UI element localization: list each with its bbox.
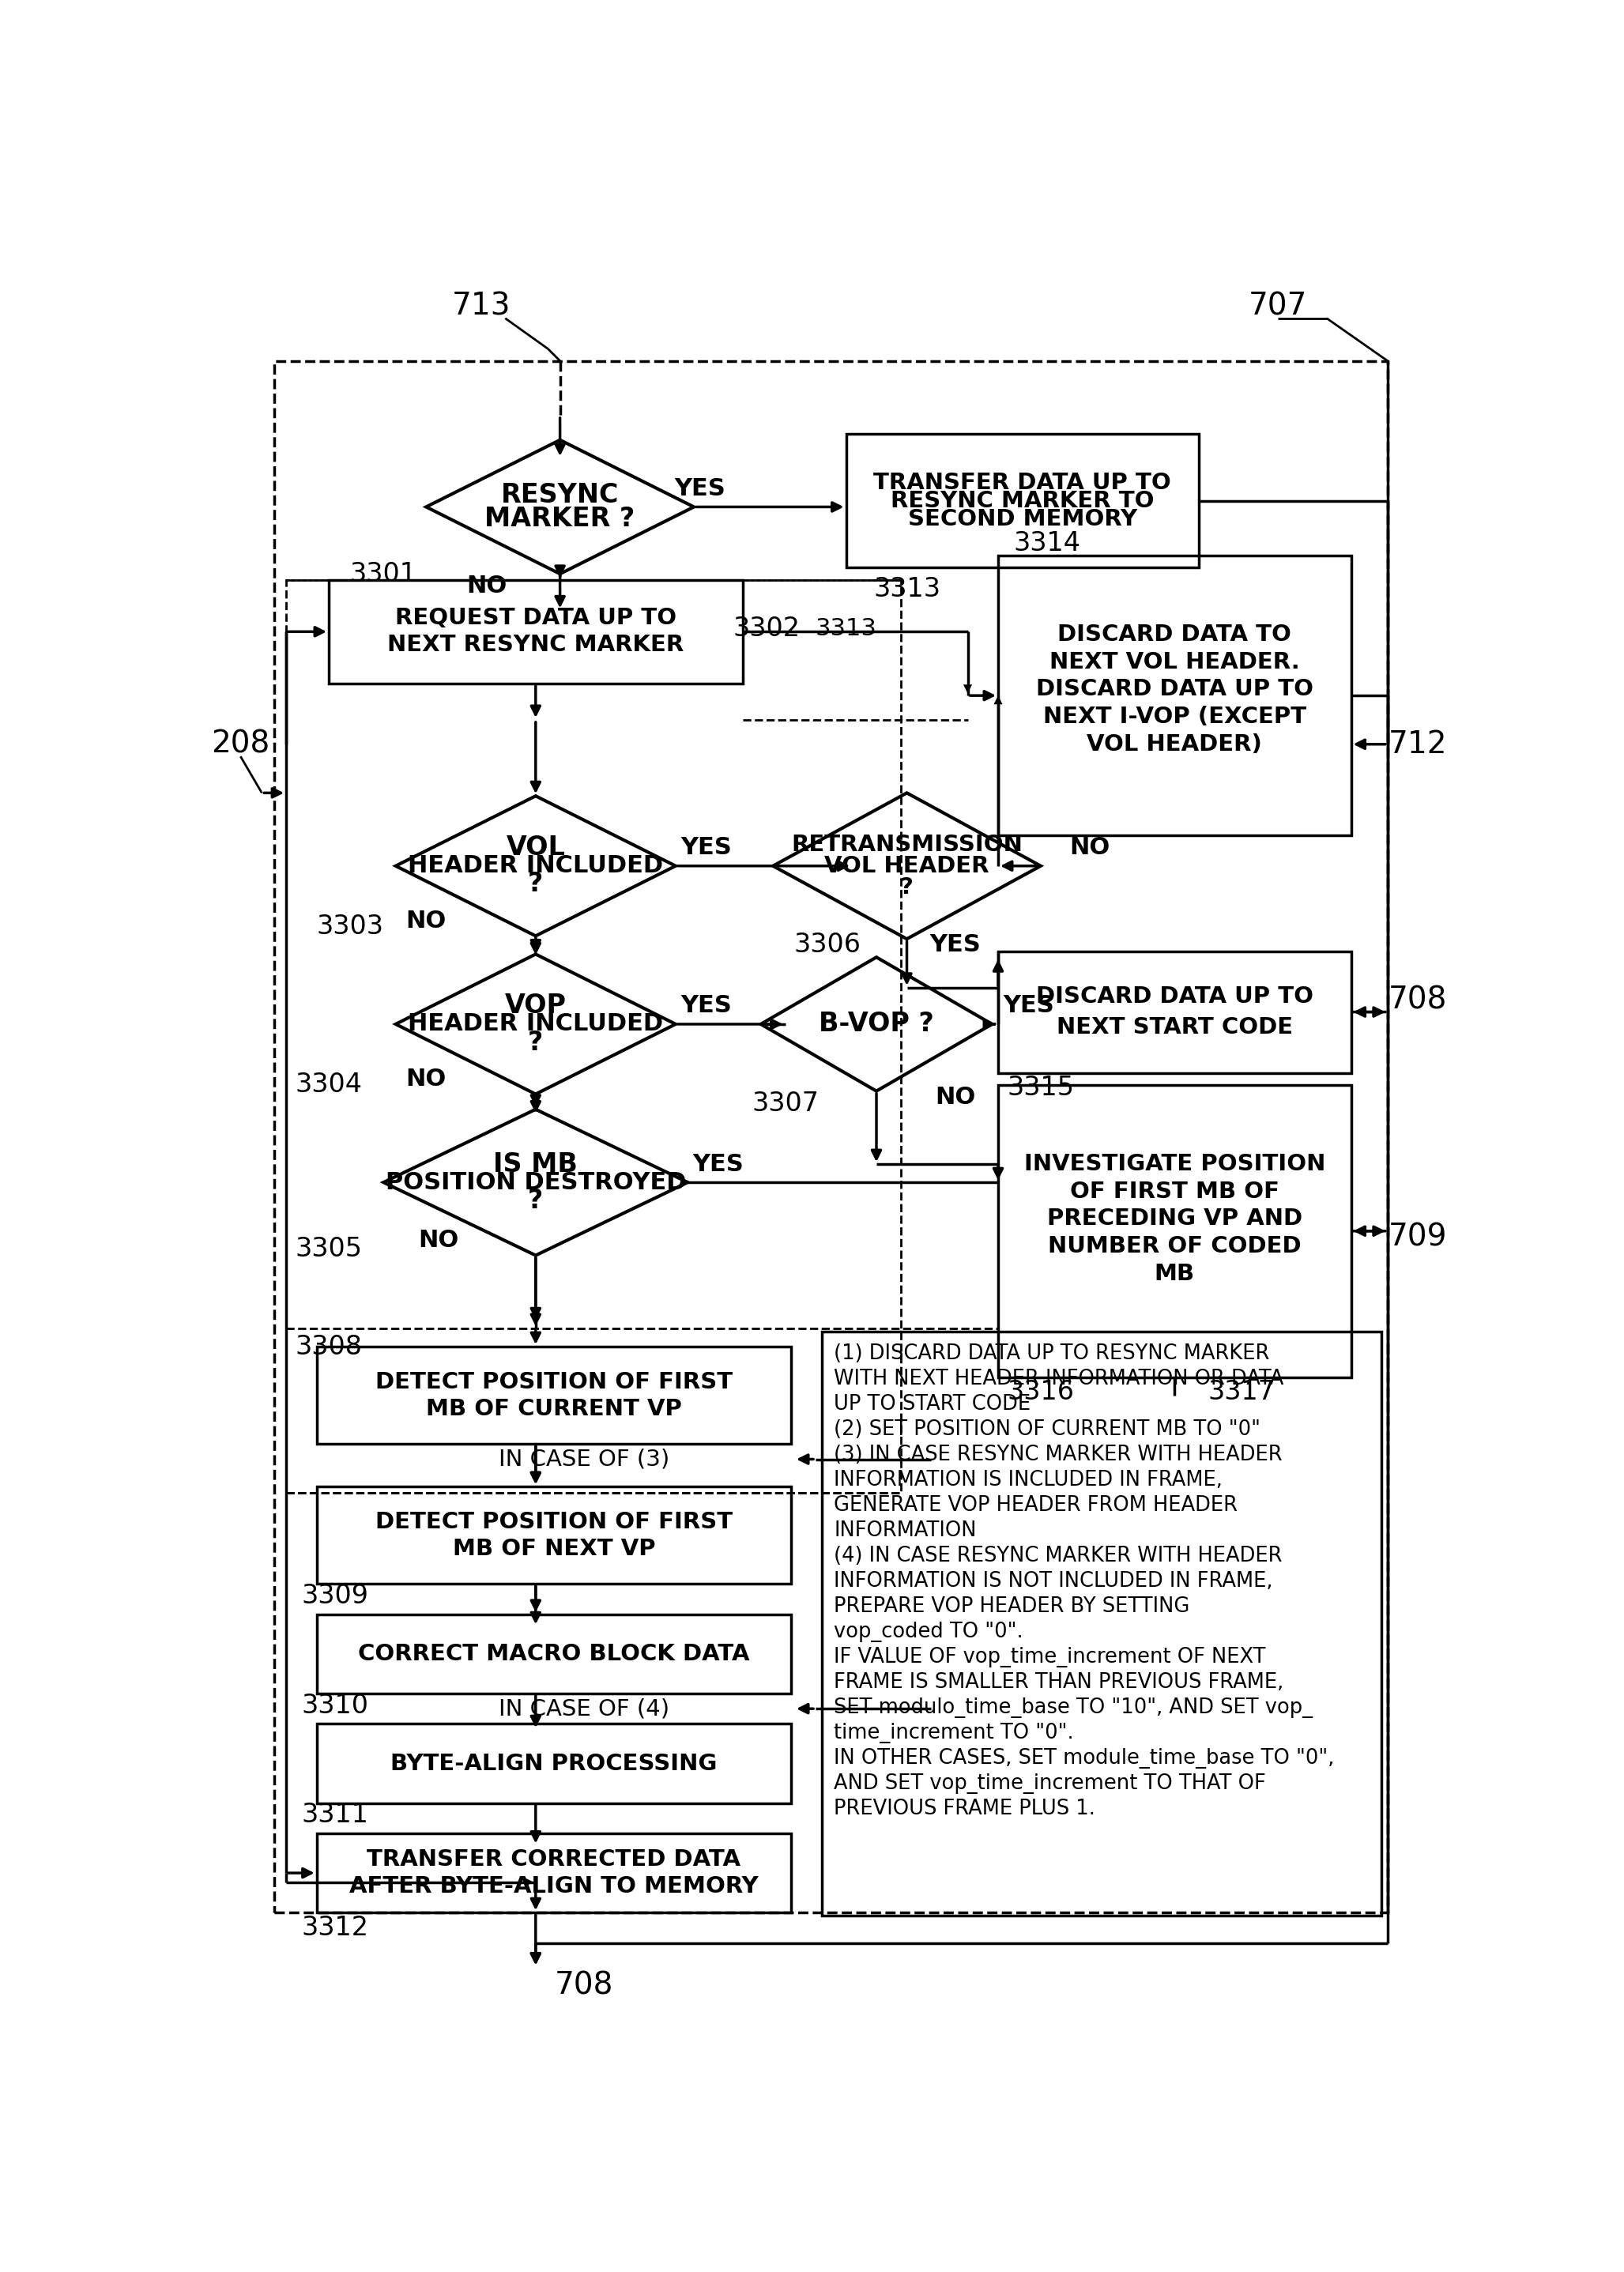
Text: IS MB: IS MB <box>494 1152 578 1177</box>
Bar <box>846 434 1199 568</box>
Bar <box>274 361 1387 1913</box>
Text: NO: NO <box>466 575 507 598</box>
Text: NO: NO <box>1069 836 1109 859</box>
Text: MB: MB <box>1155 1263 1195 1284</box>
Bar <box>317 1486 791 1584</box>
Bar <box>286 579 901 1493</box>
Bar <box>317 1347 791 1445</box>
Bar <box>317 1615 791 1693</box>
Text: DISCARD DATA UP TO: DISCARD DATA UP TO <box>1036 679 1314 700</box>
Text: VOL HEADER: VOL HEADER <box>825 854 989 877</box>
Text: 208: 208 <box>211 729 270 759</box>
Text: PRECEDING VP AND: PRECEDING VP AND <box>1047 1209 1302 1229</box>
Text: NO: NO <box>417 1229 458 1252</box>
Text: NO: NO <box>406 909 447 932</box>
Text: 708: 708 <box>1389 984 1447 1016</box>
Text: DISCARD DATA UP TO: DISCARD DATA UP TO <box>1036 986 1314 1009</box>
Text: YES: YES <box>674 477 726 500</box>
Text: 3305: 3305 <box>296 1236 362 1263</box>
Text: 3303: 3303 <box>317 913 383 941</box>
Text: CORRECT MACRO BLOCK DATA: CORRECT MACRO BLOCK DATA <box>359 1643 750 1665</box>
Text: VOL HEADER): VOL HEADER) <box>1086 734 1262 754</box>
Text: 3302: 3302 <box>734 616 801 641</box>
Text: YES: YES <box>680 836 732 859</box>
Text: TRANSFER DATA UP TO: TRANSFER DATA UP TO <box>874 473 1171 493</box>
Text: ?: ? <box>528 1188 544 1213</box>
Text: ?: ? <box>528 870 544 897</box>
Text: AFTER BYTE-ALIGN TO MEMORY: AFTER BYTE-ALIGN TO MEMORY <box>349 1874 758 1897</box>
Text: NEXT START CODE: NEXT START CODE <box>1056 1016 1293 1038</box>
Text: MB OF NEXT VP: MB OF NEXT VP <box>453 1538 656 1561</box>
Text: RESYNC MARKER TO: RESYNC MARKER TO <box>890 491 1155 511</box>
Text: 3311: 3311 <box>302 1802 369 1829</box>
Text: YES: YES <box>680 995 732 1018</box>
Text: NEXT I-VOP (EXCEPT: NEXT I-VOP (EXCEPT <box>1043 707 1306 727</box>
Text: NO: NO <box>406 1068 447 1091</box>
Text: INVESTIGATE POSITION: INVESTIGATE POSITION <box>1023 1152 1325 1175</box>
Text: (1) DISCARD DATA UP TO RESYNC MARKER
WITH NEXT HEADER INFORMATION OR DATA
UP TO : (1) DISCARD DATA UP TO RESYNC MARKER WIT… <box>833 1343 1335 1820</box>
Bar <box>999 1086 1351 1377</box>
Text: YES: YES <box>931 934 981 957</box>
Text: 3304: 3304 <box>296 1072 362 1097</box>
Text: OF FIRST MB OF: OF FIRST MB OF <box>1070 1181 1280 1202</box>
Text: YES: YES <box>1004 995 1054 1018</box>
Text: 707: 707 <box>1249 291 1307 320</box>
Text: POSITION DESTROYED: POSITION DESTROYED <box>385 1170 685 1193</box>
Text: RESYNC: RESYNC <box>500 482 619 507</box>
Bar <box>317 1724 791 1804</box>
Text: TRANSFER CORRECTED DATA: TRANSFER CORRECTED DATA <box>367 1849 741 1870</box>
Text: DETECT POSITION OF FIRST: DETECT POSITION OF FIRST <box>375 1370 732 1393</box>
Text: 3309: 3309 <box>302 1584 369 1609</box>
Bar <box>317 1834 791 1913</box>
Text: 3315: 3315 <box>1007 1075 1075 1102</box>
Text: NEXT VOL HEADER.: NEXT VOL HEADER. <box>1049 652 1299 673</box>
Text: 3310: 3310 <box>302 1693 369 1718</box>
Text: NEXT RESYNC MARKER: NEXT RESYNC MARKER <box>388 634 684 657</box>
Text: 712: 712 <box>1389 729 1447 759</box>
Bar <box>999 557 1351 836</box>
Text: VOL: VOL <box>507 834 565 861</box>
Text: 713: 713 <box>451 291 510 320</box>
Bar <box>328 579 742 684</box>
Text: 3308: 3308 <box>296 1334 362 1359</box>
Text: 3313: 3313 <box>815 618 877 641</box>
Text: 708: 708 <box>555 1970 614 2002</box>
Text: 3312: 3312 <box>300 1915 369 1940</box>
Text: DISCARD DATA TO: DISCARD DATA TO <box>1057 623 1291 645</box>
Text: 3314: 3314 <box>1013 529 1080 557</box>
Text: MB OF CURRENT VP: MB OF CURRENT VP <box>425 1397 682 1420</box>
Text: ?: ? <box>900 877 914 897</box>
Text: REQUEST DATA UP TO: REQUEST DATA UP TO <box>395 607 676 629</box>
Text: MARKER ?: MARKER ? <box>486 507 635 532</box>
Text: ?: ? <box>528 1029 544 1056</box>
Text: HEADER INCLUDED: HEADER INCLUDED <box>408 1013 663 1036</box>
Text: NO: NO <box>935 1086 976 1109</box>
Text: VOP: VOP <box>505 993 567 1018</box>
Text: 3307: 3307 <box>752 1091 818 1116</box>
Text: 709: 709 <box>1389 1222 1447 1252</box>
Text: 3313: 3313 <box>874 577 940 602</box>
Text: B-VOP ?: B-VOP ? <box>818 1011 934 1038</box>
Text: RETRANSMISSION: RETRANSMISSION <box>791 834 1023 857</box>
Text: BYTE-ALIGN PROCESSING: BYTE-ALIGN PROCESSING <box>390 1752 718 1774</box>
Text: 3317: 3317 <box>1208 1379 1275 1406</box>
Text: 3316: 3316 <box>1007 1379 1075 1406</box>
Bar <box>999 952 1351 1072</box>
Text: YES: YES <box>692 1152 744 1175</box>
Text: 3301: 3301 <box>349 561 417 586</box>
Text: SECOND MEMORY: SECOND MEMORY <box>908 509 1137 529</box>
Text: HEADER INCLUDED: HEADER INCLUDED <box>408 854 663 877</box>
Text: IN CASE OF (4): IN CASE OF (4) <box>499 1697 669 1720</box>
Text: DETECT POSITION OF FIRST: DETECT POSITION OF FIRST <box>375 1511 732 1534</box>
Text: IN CASE OF (3): IN CASE OF (3) <box>499 1447 669 1470</box>
Text: NUMBER OF CODED: NUMBER OF CODED <box>1047 1236 1301 1256</box>
Text: 3306: 3306 <box>794 932 861 959</box>
Bar <box>822 1331 1382 1915</box>
